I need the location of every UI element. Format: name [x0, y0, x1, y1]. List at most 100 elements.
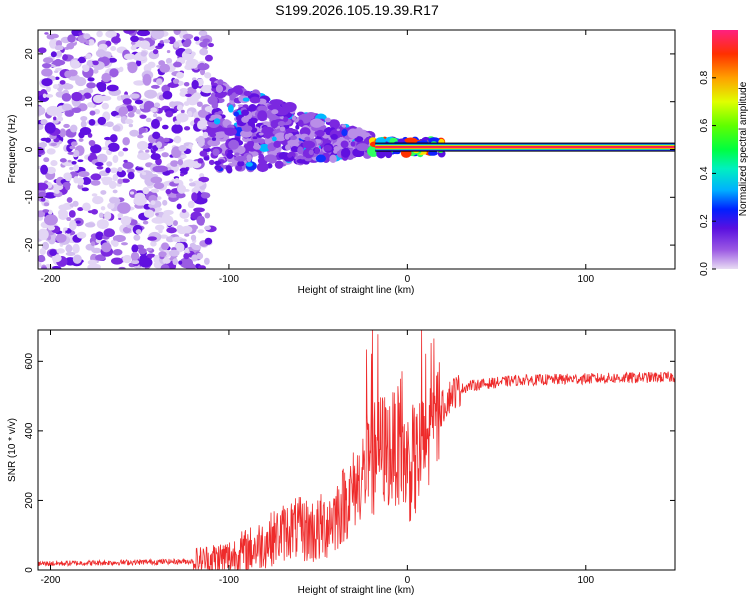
- spectrogram-noise-blob: [127, 111, 135, 118]
- spectrogram-ytick-label: 0: [24, 146, 35, 152]
- colorbar-tick-label: 0.8: [699, 70, 710, 84]
- spectrogram-noise-blob: [142, 220, 149, 225]
- spectrogram-scatter-blob: [242, 97, 250, 102]
- spectrogram-noise-blob: [112, 125, 121, 132]
- spectrogram-noise-blob: [97, 84, 107, 93]
- spectrogram-scatter-blob: [287, 137, 300, 148]
- spectrogram-noise-blob: [38, 106, 46, 116]
- colorbar: 0.0 0.2 0.4 0.6 0.8 Normalized spectral ampl…: [699, 30, 749, 276]
- spectrogram-noise-blob: [69, 145, 76, 150]
- spectrogram-noise-blob: [117, 212, 124, 219]
- spectrogram-noise-blob: [130, 41, 136, 45]
- spectrogram-scatter-blob: [207, 95, 218, 105]
- spectrogram-noise-blob: [150, 240, 157, 247]
- spectrogram-noise-blob: [199, 173, 205, 178]
- spectrogram-noise-blob: [106, 84, 119, 92]
- spectrogram-noise-blob: [162, 199, 168, 206]
- spectrogram-noise-blob: [47, 209, 53, 215]
- spectrogram-ylabel: Frequency (Hz): [7, 115, 18, 184]
- spectrogram-noise-blob: [137, 152, 151, 161]
- spectrogram-scatter-blob: [211, 85, 218, 89]
- spectrogram-scatter-blob: [330, 133, 338, 140]
- spectrogram-noise-blob: [87, 264, 96, 269]
- spectrogram-noise-blob: [72, 200, 79, 207]
- spectrogram-noise-blob: [79, 127, 92, 136]
- spectrogram-noise-blob: [165, 57, 173, 65]
- spectrogram-noise-blob: [195, 181, 204, 187]
- spectrogram-noise-blob: [59, 158, 67, 163]
- snr-panel: -200 -100 0 100 0 200 400 600 Height of straigh…: [7, 329, 676, 596]
- spectrogram-noise-blob: [50, 160, 58, 167]
- spectrogram-noise-blob: [42, 57, 54, 64]
- spectrogram-noise-blob: [150, 188, 160, 193]
- spectrogram-noise-blob: [139, 114, 147, 119]
- spectrogram-noise-blob: [168, 249, 180, 257]
- snr-frame: [37, 329, 676, 571]
- spectrogram-noise-blob: [44, 32, 49, 35]
- spectrogram-noise-blob: [154, 254, 160, 259]
- spectrogram-scatter-blob: [264, 131, 272, 139]
- spectrogram-scatter-blob: [209, 77, 217, 82]
- spectrogram-noise-blob: [46, 148, 56, 155]
- spectrogram-noise-blob: [193, 207, 205, 213]
- snr-series-line: [38, 330, 675, 570]
- spectrogram-noise-blob: [69, 219, 77, 231]
- spectrogram-noise-blob: [191, 187, 199, 194]
- spectrogram-noise-blob: [75, 76, 87, 87]
- spectrogram-noise-blob: [43, 157, 50, 163]
- spectrogram-noise-blob: [77, 57, 87, 64]
- spectrogram-noise-blob: [67, 34, 76, 43]
- spectrogram-scatter-blob: [217, 79, 224, 86]
- spectrogram-scatter-blob: [208, 117, 214, 121]
- spectrogram-noise-blob: [50, 51, 57, 58]
- spectrogram-noise-blob: [62, 181, 71, 188]
- spectrogram-noise-blob: [54, 45, 64, 51]
- spectrogram-scatter-blob: [315, 129, 325, 137]
- spectrogram-ytick-label: -20: [24, 237, 35, 252]
- spectrogram-scatter-blob: [292, 129, 298, 133]
- spectrogram-noise-blob: [130, 35, 139, 43]
- spectrogram-scatter-blob: [243, 90, 252, 97]
- spectrogram-noise-blob: [61, 103, 72, 111]
- spectrogram-noise-blob: [52, 59, 66, 66]
- spectrogram-scatter-blob: [290, 135, 298, 141]
- spectrogram-noise-blob: [90, 144, 102, 154]
- spectrogram-noise-blob: [203, 257, 210, 265]
- spectrogram-noise-blob: [41, 62, 52, 69]
- spectrogram-scatter-blob: [281, 103, 288, 108]
- spectrogram-noise-blob: [118, 217, 122, 220]
- spectrogram-noise-blob: [183, 159, 196, 169]
- spectrogram-noise-blob: [145, 117, 152, 123]
- spectrogram-noise-blob: [95, 49, 106, 58]
- spectrogram-noise-blob: [109, 134, 118, 143]
- spectrogram-noise-blob: [76, 231, 87, 239]
- snr-ytick-label: 600: [24, 353, 35, 370]
- spectrogram-scatter-blob: [253, 144, 261, 150]
- spectrogram-noise-blob: [98, 43, 108, 50]
- spectrogram-noise-blob: [63, 123, 70, 128]
- spectrogram-noise-blob: [38, 124, 44, 131]
- spectrogram-noise-blob: [178, 260, 183, 265]
- spectrogram-noise-blob: [43, 192, 57, 199]
- spectrogram-scatter-blob: [284, 144, 291, 151]
- spectrogram-noise-blob: [112, 240, 119, 247]
- spectrogram-noise-blob: [52, 119, 59, 124]
- spectrogram-noise-blob: [129, 93, 140, 99]
- spectrogram-noise-blob: [184, 247, 190, 253]
- colorbar-gradient: [712, 30, 738, 269]
- spectrogram-noise-blob: [199, 48, 209, 56]
- spectrogram-noise-blob: [111, 36, 121, 44]
- spectrogram-scatter-blob: [279, 126, 286, 132]
- spectrogram-noise-blob: [104, 136, 112, 141]
- snr-ytick-label: 200: [24, 492, 35, 509]
- spectrogram-noise-blob: [41, 68, 53, 77]
- spectrogram-scatter-blob: [248, 104, 257, 112]
- spectrogram-xtick-label: 0: [405, 274, 411, 285]
- spectrogram-noise-blob: [81, 177, 92, 185]
- spectrogram-xtick-label: -100: [219, 274, 239, 285]
- spectrogram-scatter-blob: [314, 147, 320, 155]
- spectrogram-noise-blob: [127, 61, 138, 74]
- spectrogram-noise-blob: [159, 63, 171, 73]
- spectrogram-noise-blob: [122, 161, 134, 170]
